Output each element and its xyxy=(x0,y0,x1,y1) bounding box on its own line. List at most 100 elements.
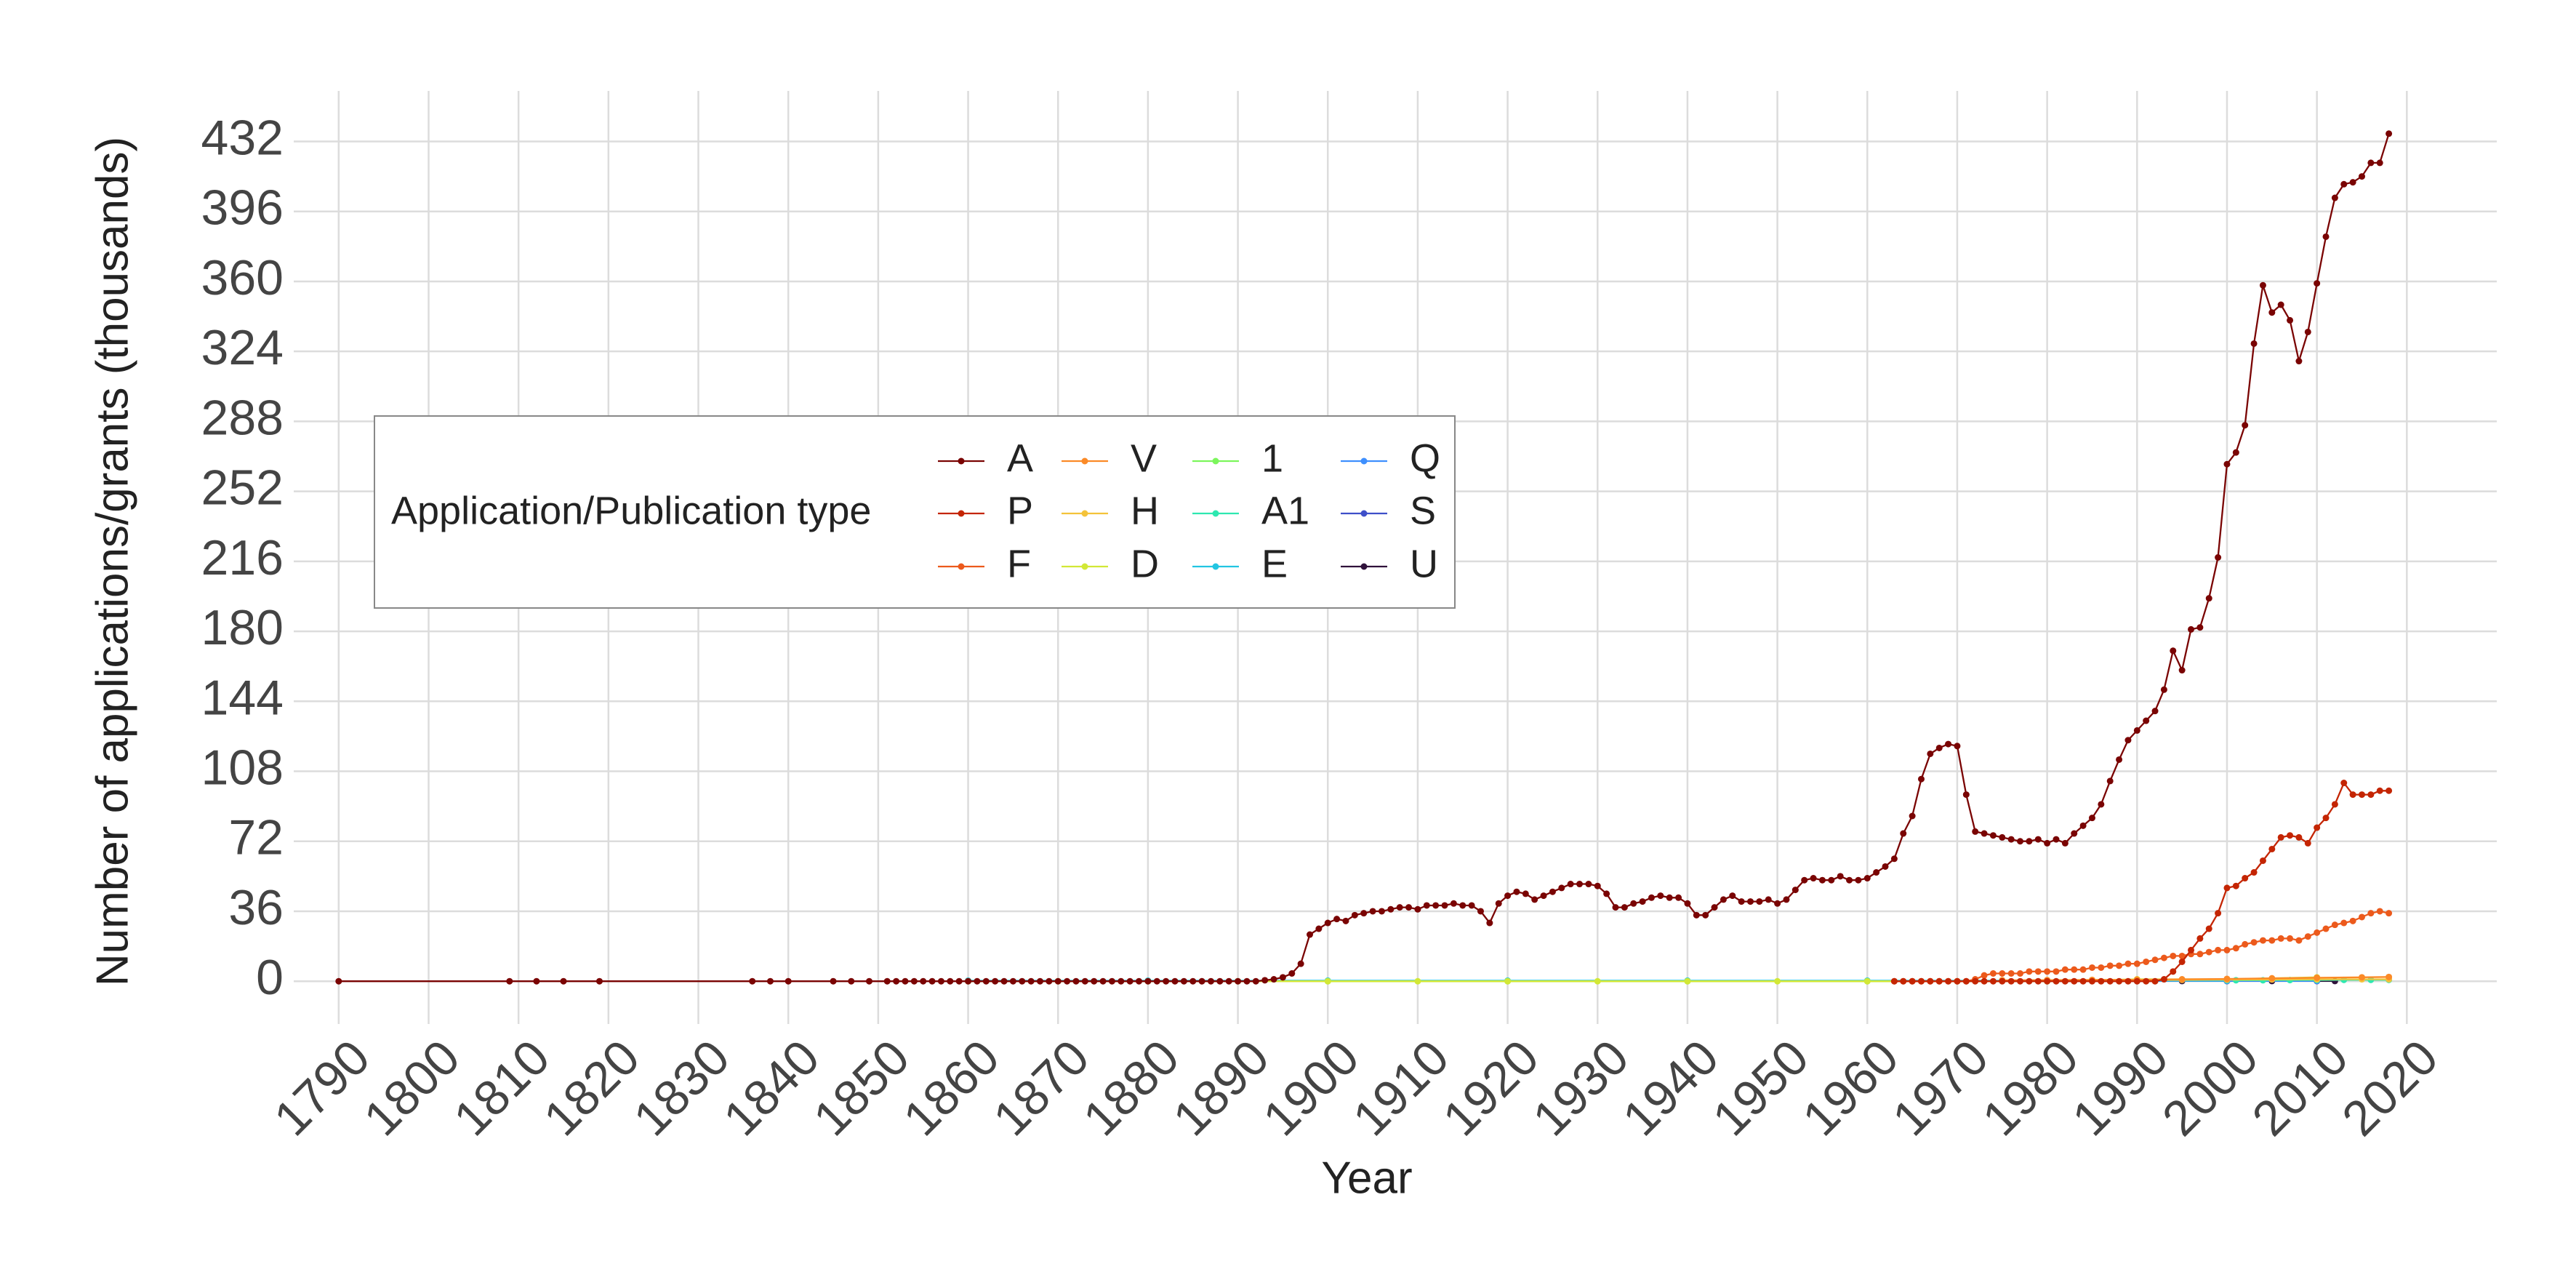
data-point xyxy=(1414,906,1421,913)
data-point xyxy=(1640,898,1646,905)
data-point xyxy=(2026,978,2032,985)
data-point xyxy=(1972,828,1978,835)
data-point xyxy=(2161,687,2167,693)
data-point xyxy=(2223,884,2230,891)
data-point xyxy=(1235,978,1241,985)
data-point xyxy=(866,978,872,985)
data-point xyxy=(2377,908,2383,914)
data-point xyxy=(1936,745,1943,751)
data-point xyxy=(2170,953,2176,959)
y-tick-label: 432 xyxy=(201,110,284,165)
data-point xyxy=(2242,941,2248,948)
data-point xyxy=(2206,949,2212,956)
data-point xyxy=(920,978,926,985)
data-point xyxy=(2053,836,2060,843)
data-point xyxy=(1513,889,1520,895)
data-point xyxy=(1801,877,1807,884)
data-point xyxy=(2035,836,2042,843)
y-tick-label: 144 xyxy=(201,670,284,725)
data-point xyxy=(2323,233,2330,240)
legend-key xyxy=(958,511,965,517)
data-point xyxy=(2242,875,2248,881)
data-point xyxy=(1082,978,1088,985)
data-point xyxy=(2098,978,2104,985)
data-point xyxy=(1918,978,1925,985)
data-point xyxy=(1756,898,1762,905)
data-point xyxy=(1100,978,1107,985)
data-point xyxy=(2116,962,2122,969)
data-point xyxy=(506,978,513,985)
data-point xyxy=(2152,956,2159,963)
data-point xyxy=(1504,978,1511,985)
data-point xyxy=(1945,741,1951,748)
data-point xyxy=(1882,863,1889,870)
data-point xyxy=(2098,964,2104,971)
data-point xyxy=(1333,916,1340,922)
x-tick-label: 1790 xyxy=(263,1030,380,1147)
data-point xyxy=(1810,875,1817,881)
data-point xyxy=(1954,978,1960,985)
data-point xyxy=(1666,895,1673,901)
data-point xyxy=(1603,890,1610,897)
data-point xyxy=(1118,978,1124,985)
data-point xyxy=(1541,892,1547,899)
data-point xyxy=(1271,976,1277,983)
y-tick-label: 396 xyxy=(201,180,284,236)
data-point xyxy=(2080,823,2087,829)
data-point xyxy=(1990,832,1997,839)
legend-label: P xyxy=(1007,489,1033,532)
data-point xyxy=(2314,280,2320,287)
x-tick-label: 1960 xyxy=(1792,1030,1909,1147)
data-point xyxy=(1424,902,1430,908)
data-point xyxy=(1387,906,1394,913)
data-point xyxy=(2179,959,2186,965)
data-point xyxy=(1469,902,1475,908)
data-point xyxy=(1954,743,1960,749)
data-point xyxy=(2107,978,2114,985)
legend-key xyxy=(1361,564,1368,570)
data-point xyxy=(1127,978,1133,985)
data-point xyxy=(2278,834,2284,841)
data-point xyxy=(2026,838,2032,844)
x-tick-label: 1820 xyxy=(533,1030,650,1147)
data-point xyxy=(1594,978,1601,985)
data-point xyxy=(2233,945,2239,951)
data-point xyxy=(1199,978,1205,985)
data-point xyxy=(2143,959,2149,965)
data-point xyxy=(1046,978,1052,985)
data-point xyxy=(2295,937,2302,944)
data-point xyxy=(1621,904,1628,911)
x-tick-label: 1810 xyxy=(444,1030,561,1147)
data-point xyxy=(1702,912,1709,919)
data-point xyxy=(2278,302,2284,308)
data-point xyxy=(2035,968,2042,975)
data-point xyxy=(1774,900,1781,907)
x-tick-label: 1970 xyxy=(1882,1030,1999,1147)
data-point xyxy=(2287,317,2293,324)
data-point xyxy=(1037,978,1043,985)
data-point xyxy=(2314,825,2320,831)
data-point xyxy=(2305,329,2311,335)
x-tick-label: 1930 xyxy=(1522,1030,1640,1147)
data-point xyxy=(2268,846,2275,852)
legend-key xyxy=(1361,511,1368,517)
x-tick-label: 1860 xyxy=(893,1030,1010,1147)
data-point xyxy=(2152,708,2159,714)
data-point xyxy=(2143,978,2149,985)
y-tick-label: 216 xyxy=(201,530,284,585)
data-point xyxy=(561,978,567,985)
data-point xyxy=(1900,978,1906,985)
data-point xyxy=(1163,978,1169,985)
data-point xyxy=(1253,978,1259,985)
data-point xyxy=(1648,895,1655,901)
data-point xyxy=(1900,831,1906,837)
data-point xyxy=(2044,978,2050,985)
data-point xyxy=(2386,910,2392,916)
data-point xyxy=(2386,788,2392,794)
data-point xyxy=(1783,896,1789,903)
data-point xyxy=(2196,624,2203,631)
legend-key xyxy=(958,458,965,465)
x-tick-label: 2010 xyxy=(2242,1030,2359,1147)
data-point xyxy=(2215,554,2221,561)
data-point xyxy=(2223,947,2230,953)
